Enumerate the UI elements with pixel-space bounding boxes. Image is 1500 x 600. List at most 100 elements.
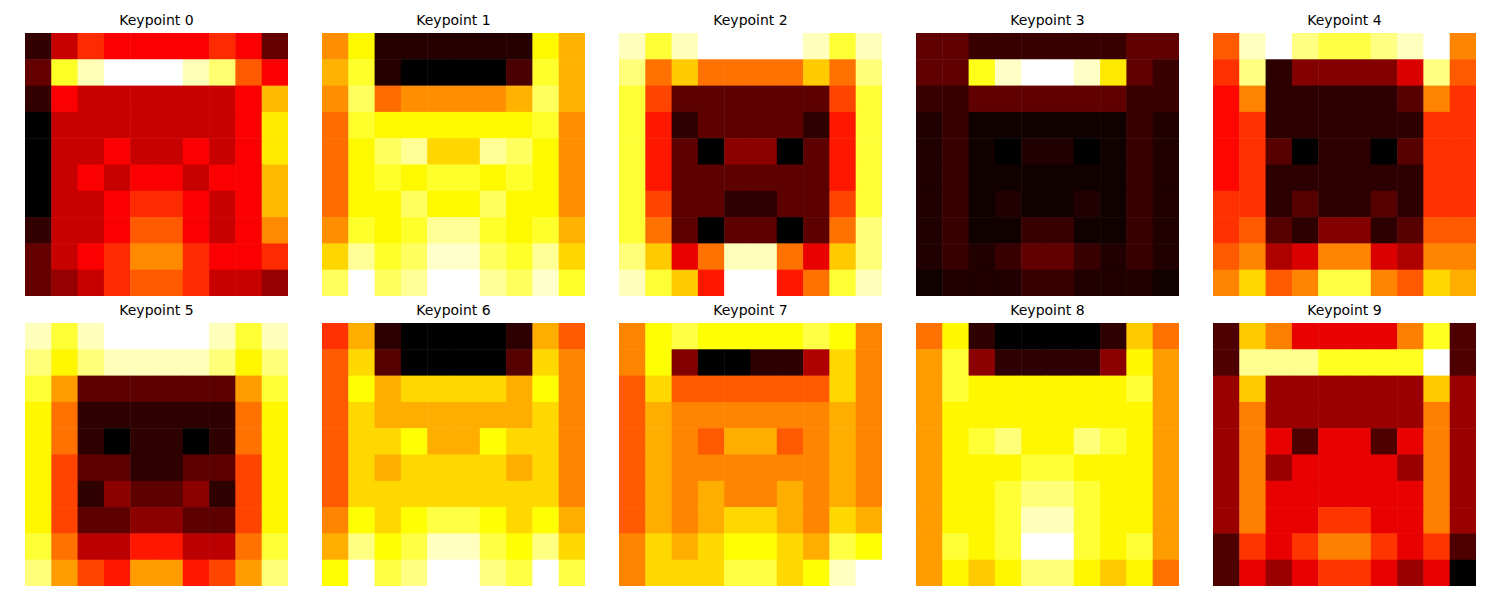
heatmap-cell bbox=[78, 455, 105, 482]
heatmap-cell bbox=[183, 402, 210, 429]
heatmap-cell bbox=[1292, 243, 1319, 270]
heatmap-cell bbox=[427, 349, 454, 376]
heatmap-cell bbox=[78, 560, 105, 586]
heatmap-cell bbox=[995, 243, 1022, 270]
heatmap-cell bbox=[724, 86, 751, 113]
panel-title: Keypoint 8 bbox=[1010, 302, 1084, 318]
heatmap-cell bbox=[1266, 243, 1293, 270]
heatmap-cell bbox=[401, 402, 428, 429]
heatmap-cell bbox=[916, 349, 943, 376]
heatmap-cell bbox=[104, 402, 131, 429]
heatmap-cell bbox=[51, 138, 78, 165]
heatmap-cell bbox=[777, 191, 804, 218]
heatmap-cell bbox=[995, 138, 1022, 165]
heatmap-cell bbox=[645, 33, 672, 60]
heatmap-cell bbox=[777, 507, 804, 534]
heatmap-cell bbox=[559, 270, 585, 296]
heatmap-cell bbox=[1021, 323, 1048, 350]
heatmap-cell bbox=[1100, 191, 1127, 218]
heatmap-cell bbox=[724, 165, 751, 192]
heatmap-cell bbox=[1074, 402, 1101, 429]
heatmap-cell bbox=[803, 86, 830, 113]
heatmap-cell bbox=[1266, 191, 1293, 218]
heatmap-cell bbox=[1213, 507, 1240, 534]
heatmap-cell bbox=[51, 33, 78, 60]
heatmap-cell bbox=[672, 59, 699, 86]
heatmap-cell bbox=[829, 165, 856, 192]
heatmap-cell bbox=[1239, 243, 1266, 270]
heatmap-cell bbox=[427, 191, 454, 218]
heatmap-cell bbox=[104, 243, 131, 270]
heatmap-cell bbox=[942, 217, 969, 244]
heatmap-cell bbox=[777, 270, 804, 296]
heatmap-cell bbox=[803, 59, 830, 86]
heatmap-cell bbox=[183, 243, 210, 270]
heatmap-cell bbox=[25, 533, 52, 560]
heatmap-cell bbox=[1318, 323, 1345, 350]
heatmap-cell bbox=[480, 507, 507, 534]
heatmap-cell bbox=[401, 560, 428, 586]
heatmap-cell bbox=[348, 33, 375, 60]
heatmap-cell bbox=[1371, 402, 1398, 429]
heatmap-cell bbox=[322, 191, 349, 218]
heatmap-cell bbox=[1074, 507, 1101, 534]
heatmap-cell bbox=[559, 86, 585, 113]
heatmap-cell bbox=[506, 86, 533, 113]
heatmap-cell bbox=[506, 507, 533, 534]
heatmap-cell bbox=[1318, 270, 1345, 296]
heatmap-cell bbox=[506, 349, 533, 376]
heatmap-cell bbox=[1397, 402, 1424, 429]
heatmap-cell bbox=[1048, 59, 1075, 86]
heatmap-cell bbox=[559, 560, 585, 586]
heatmap-cell bbox=[1266, 33, 1293, 60]
heatmap-cell bbox=[995, 112, 1022, 139]
heatmap-cell bbox=[995, 86, 1022, 113]
heatmap-cell bbox=[856, 455, 882, 482]
heatmap-cell bbox=[78, 323, 105, 350]
heatmap-cell bbox=[619, 217, 646, 244]
heatmap-cell bbox=[1371, 507, 1398, 534]
heatmap-cell bbox=[130, 217, 157, 244]
heatmap-cell bbox=[1292, 191, 1319, 218]
heatmap-cell bbox=[183, 270, 210, 296]
heatmap-cell bbox=[51, 560, 78, 586]
heatmap-cell bbox=[1048, 402, 1075, 429]
heatmap-cell bbox=[856, 138, 882, 165]
heatmap-cell bbox=[1239, 428, 1266, 455]
heatmap-cell bbox=[1153, 59, 1179, 86]
heatmap-cell bbox=[78, 138, 105, 165]
heatmap-cell bbox=[1318, 533, 1345, 560]
heatmap-cell bbox=[262, 191, 288, 218]
heatmap-cell bbox=[619, 323, 646, 350]
heatmap-cell bbox=[1423, 481, 1450, 508]
heatmap-cell bbox=[1397, 165, 1424, 192]
heatmap-panel: Keypoint 0 bbox=[25, 12, 289, 297]
heatmap-cell bbox=[1100, 507, 1127, 534]
heatmap-cell bbox=[995, 349, 1022, 376]
heatmap-cell bbox=[1292, 112, 1319, 139]
heatmap-cell bbox=[348, 86, 375, 113]
heatmap-cell bbox=[751, 507, 778, 534]
heatmap-cell bbox=[157, 481, 184, 508]
heatmap-cell bbox=[427, 59, 454, 86]
heatmap-cell bbox=[532, 86, 559, 113]
heatmap-cell bbox=[209, 507, 236, 534]
heatmap-cell bbox=[1213, 402, 1240, 429]
heatmap-cell bbox=[532, 59, 559, 86]
heatmap-cell bbox=[995, 270, 1022, 296]
heatmap-cell bbox=[1450, 402, 1476, 429]
heatmap-cell bbox=[698, 86, 725, 113]
heatmap-cell bbox=[1371, 243, 1398, 270]
heatmap-cell bbox=[1021, 428, 1048, 455]
heatmap-cell bbox=[157, 402, 184, 429]
heatmap-cell bbox=[130, 323, 157, 350]
heatmap-cell bbox=[1266, 270, 1293, 296]
heatmap-cell bbox=[480, 191, 507, 218]
heatmap-cell bbox=[1239, 455, 1266, 482]
heatmap-cell bbox=[1345, 349, 1372, 376]
heatmap-cell bbox=[1153, 33, 1179, 60]
heatmap-cell bbox=[454, 270, 481, 296]
heatmap-cell bbox=[78, 533, 105, 560]
heatmap-cell bbox=[1048, 138, 1075, 165]
heatmap-cell bbox=[1126, 428, 1153, 455]
